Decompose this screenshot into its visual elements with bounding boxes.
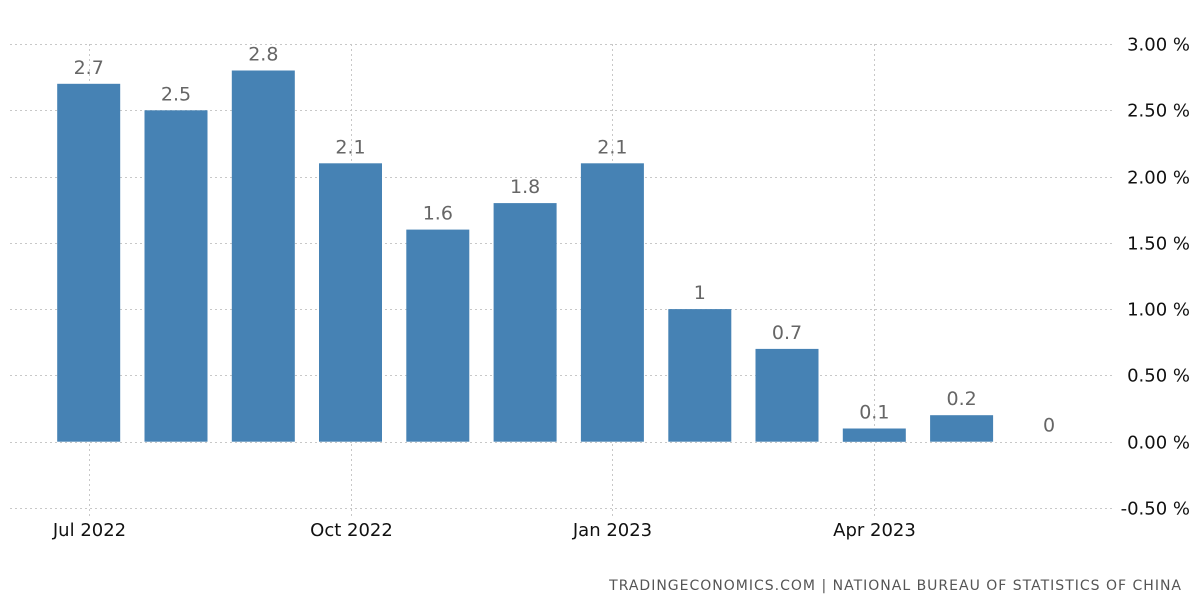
data-label-0: 2.7	[74, 57, 104, 79]
bar-5	[493, 203, 557, 442]
data-label-1: 2.5	[161, 83, 191, 105]
bar-2	[231, 70, 295, 442]
bar-7	[668, 309, 732, 442]
bar-3	[319, 163, 382, 442]
bar-4	[406, 229, 470, 442]
y-tick-label: 2.50 %	[1127, 101, 1190, 122]
bar-1	[144, 110, 208, 442]
data-label-5: 1.8	[510, 176, 540, 198]
bar-8	[755, 348, 819, 442]
x-axis: Jul 2022 Oct 2022 Jan 2023 Apr 2023	[52, 520, 916, 541]
data-label-9: 0.1	[859, 402, 889, 424]
data-label-3: 2.1	[335, 136, 365, 158]
y-tick-label: 1.50 %	[1127, 234, 1190, 255]
x-tick-label: Jul 2022	[52, 520, 126, 541]
y-tick-label: -0.50 %	[1121, 499, 1190, 520]
data-label-7: 1	[694, 282, 706, 304]
data-label-4: 1.6	[423, 203, 453, 225]
y-axis: 3.00 % 2.50 % 2.00 % 1.50 % 1.00 % 0.50 % 0.00…	[1121, 35, 1190, 520]
bar-9	[842, 428, 906, 442]
data-label-11: 0	[1043, 415, 1055, 437]
bars	[57, 70, 994, 442]
data-label-8: 0.7	[772, 322, 802, 344]
bar-6	[580, 163, 644, 442]
y-tick-label: 1.00 %	[1127, 300, 1190, 321]
x-tick-label: Jan 2023	[572, 520, 652, 541]
y-tick-label: 0.00 %	[1127, 433, 1190, 454]
source-attribution: TRADINGECONOMICS.COM | NATIONAL BUREAU O…	[609, 578, 1182, 594]
data-labels: 2.7 2.5 2.8 2.1 1.6 1.8 2.1 1 0.7 0.1 0.2 0	[74, 44, 1055, 437]
x-tick-label: Apr 2023	[833, 520, 916, 541]
y-tick-label: 3.00 %	[1127, 35, 1190, 56]
bar-10	[930, 415, 994, 442]
y-tick-label: 0.50 %	[1127, 366, 1190, 387]
data-label-2: 2.8	[248, 44, 278, 66]
x-tick-label: Oct 2022	[310, 520, 393, 541]
data-label-10: 0.2	[946, 388, 976, 410]
y-tick-label: 2.00 %	[1127, 168, 1190, 189]
bar-0	[57, 83, 121, 442]
data-label-6: 2.1	[597, 136, 627, 158]
